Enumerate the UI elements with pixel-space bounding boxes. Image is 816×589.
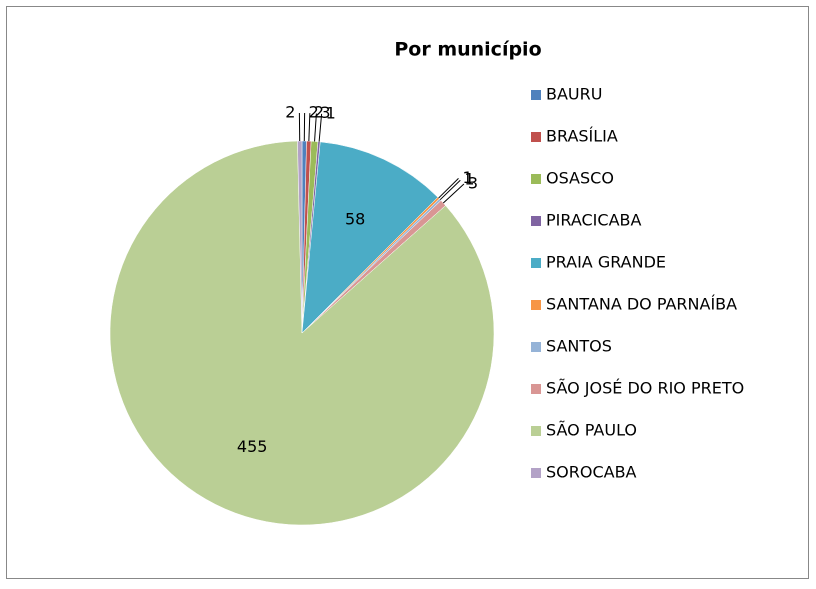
legend-label: PRAIA GRANDE [546, 253, 666, 272]
legend-label: BAURU [546, 85, 602, 104]
legend-swatch [531, 300, 541, 310]
legend-label: PIRACICABA [546, 211, 641, 230]
legend-swatch [531, 174, 541, 184]
legend-label: SÃO JOSÉ DO RIO PRETO [546, 379, 744, 398]
legend-swatch [531, 216, 541, 226]
data-label: 58 [345, 210, 365, 229]
legend-label: SÃO PAULO [546, 421, 637, 440]
data-label: 3 [468, 174, 478, 193]
legend-swatch [531, 468, 541, 478]
legend-label: BRASÍLIA [546, 127, 618, 146]
legend-label: OSASCO [546, 169, 614, 188]
legend-swatch [531, 426, 541, 436]
legend-label: SANTOS [546, 337, 612, 356]
legend-swatch [531, 342, 541, 352]
legend-label: SANTANA DO PARNAÍBA [546, 295, 737, 314]
legend-label: SOROCABA [546, 463, 637, 482]
legend-swatch [531, 132, 541, 142]
data-label: 455 [237, 437, 268, 456]
legend-swatch [531, 384, 541, 394]
data-label: 2 [285, 103, 295, 122]
legend-swatch [531, 258, 541, 268]
data-label: 1 [326, 103, 336, 122]
chart-title: Por município [394, 39, 541, 61]
legend-swatch [531, 90, 541, 100]
